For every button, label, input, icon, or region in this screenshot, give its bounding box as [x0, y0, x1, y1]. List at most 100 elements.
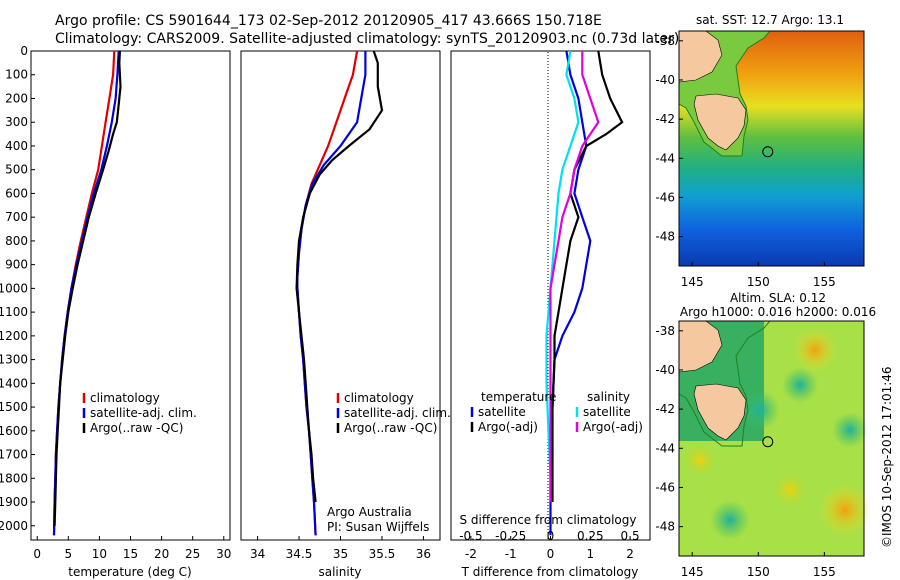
legend-label: Argo(..raw -QC) [344, 421, 437, 435]
sla-blob [770, 470, 810, 510]
legend-temperature-heading: temperature [481, 390, 556, 404]
top-tick-label: -0.5 [459, 529, 482, 543]
x-tick-label: 2 [626, 547, 634, 561]
depth-tick-label: 800 [5, 234, 28, 248]
header-line-2: Climatology: CARS2009. Satellite-adjuste… [55, 31, 679, 47]
map-x-tick-label: 145 [681, 275, 704, 289]
map-y-tick-label: -44 [655, 441, 675, 455]
difference-top-label: S difference from climatology [460, 513, 637, 527]
x-tick-label: 0 [33, 547, 41, 561]
sst-mainland-land [678, 30, 723, 83]
series-line [545, 50, 580, 502]
depth-tick-label: 1900 [0, 495, 28, 509]
map-y-tick-label: -48 [655, 520, 675, 534]
x-tick-label: 1 [586, 547, 594, 561]
header-line-1: Argo profile: CS 5901644_173 02-Sep-2012… [55, 13, 602, 29]
depth-tick-label: 1300 [0, 353, 28, 367]
map-x-tick-label: 150 [747, 275, 770, 289]
sla-map-frame [678, 320, 865, 557]
map-y-tick-label: -38 [655, 34, 675, 48]
map-x-tick-label: 145 [681, 565, 704, 579]
x-tick-label: 34 [250, 547, 265, 561]
footer-stamp: ©IMOS 10-Sep-2012 17:01:46 [880, 366, 894, 548]
legend-label: Argo(-adj) [478, 420, 538, 434]
depth-tick-label: 2000 [0, 519, 28, 533]
credit-line-2: PI: Susan Wijffels [327, 520, 429, 534]
map-y-tick-label: -48 [655, 230, 675, 244]
legend-label: Argo(-adj) [583, 420, 643, 434]
temperature-xlabel: temperature (deg C) [68, 565, 191, 579]
legend-label: satellite-adj. clim. [344, 406, 451, 420]
temperature-x-axis: 0 5 10 15 20 25 30 [33, 536, 231, 561]
legend-label: satellite-adj. clim. [90, 406, 197, 420]
sla-blob [819, 484, 871, 536]
sla-map-title-line-2: Argo h1000: 0.016 h2000: 0.016 [680, 305, 876, 319]
difference-panel: -2 -1 0 1 2 S difference from climatology -0… [327, 50, 651, 579]
sla-tasmania-land [693, 383, 747, 441]
salinity-plot-frame [240, 50, 441, 541]
sst-map-frame [678, 30, 865, 267]
series-line [549, 51, 600, 502]
depth-tick-label: 1400 [0, 376, 28, 390]
temperature-panel: 0100200300400500600700800900100011001200… [0, 44, 231, 579]
x-tick-label: 5 [64, 547, 72, 561]
difference-x-axis: -2 -1 0 1 2 [465, 536, 634, 561]
x-tick-label: 15 [123, 547, 138, 561]
top-tick-label: 0.5 [621, 529, 640, 543]
map-x-tick-label: 150 [747, 565, 770, 579]
depth-tick-label: 1100 [0, 305, 28, 319]
sla-map-title-line-1: Altim. SLA: 0.12 [730, 291, 826, 305]
legend-salinity-heading: salinity [587, 390, 630, 404]
salinity-lines [295, 50, 384, 536]
map-y-tick-label: -40 [655, 363, 675, 377]
map-y-tick-label: -46 [655, 190, 675, 204]
salinity-panel: 34 34.5 35 35.5 36 salinity climatologysatel… [240, 50, 451, 579]
sla-blob [782, 367, 818, 403]
sla-blob [793, 328, 837, 372]
temperature-lines [52, 50, 122, 536]
difference-top-ticks: -0.5 -0.25 0 0.25 0.5 [459, 529, 639, 543]
legend-label: climatology [90, 391, 160, 405]
top-tick-label: -0.25 [495, 529, 526, 543]
sst-tasmania-land [693, 93, 747, 151]
depth-tick-label: 300 [5, 115, 28, 129]
sst-map-axes: 145 150 155 -38 -40 -42 -44 -46 -48 [655, 34, 835, 289]
depth-tick-label: 100 [5, 68, 28, 82]
map-y-tick-label: -44 [655, 151, 675, 165]
depth-tick-label: 400 [5, 139, 28, 153]
depth-tick-label: 500 [5, 163, 28, 177]
series-line [551, 50, 624, 502]
legend-label: Argo(..raw -QC) [90, 421, 183, 435]
map-y-tick-label: -42 [655, 112, 675, 126]
credit-line-1: Argo Australia [327, 505, 412, 519]
top-tick-label: 0 [547, 529, 555, 543]
sst-map-panel: sat. SST: 12.7 Argo: 13.1 145 150 155 -38 -4… [655, 13, 865, 289]
x-tick-label: 10 [92, 547, 107, 561]
series-line [295, 50, 384, 503]
difference-legend: temperature salinity satelliteArgo(-adj)… [470, 390, 643, 434]
x-tick-label: 35 [333, 547, 348, 561]
sla-blob [832, 412, 868, 448]
map-x-tick-label: 155 [813, 275, 836, 289]
sla-argo-marker [762, 436, 774, 448]
depth-tick-label: 1500 [0, 400, 28, 414]
depth-tick-label: 1700 [0, 448, 28, 462]
temperature-plot-frame [30, 50, 231, 541]
depth-tick-label: 1200 [0, 329, 28, 343]
map-x-tick-label: 155 [813, 565, 836, 579]
difference-xlabel: T difference from climatology [461, 565, 639, 579]
legend-label: satellite [583, 405, 631, 419]
sla-blob [682, 442, 718, 478]
x-tick-label: 30 [216, 547, 231, 561]
sla-map-panel: Altim. SLA: 0.12 Argo h1000: 0.016 h2000… [655, 291, 876, 579]
x-tick-label: 34.5 [286, 547, 313, 561]
depth-tick-label: 700 [5, 210, 28, 224]
map-y-tick-label: -46 [655, 480, 675, 494]
depth-tick-label: 1600 [0, 424, 28, 438]
sla-mainland-land [678, 320, 723, 373]
depth-tick-label: 1800 [0, 471, 28, 485]
x-tick-label: 0 [547, 547, 555, 561]
